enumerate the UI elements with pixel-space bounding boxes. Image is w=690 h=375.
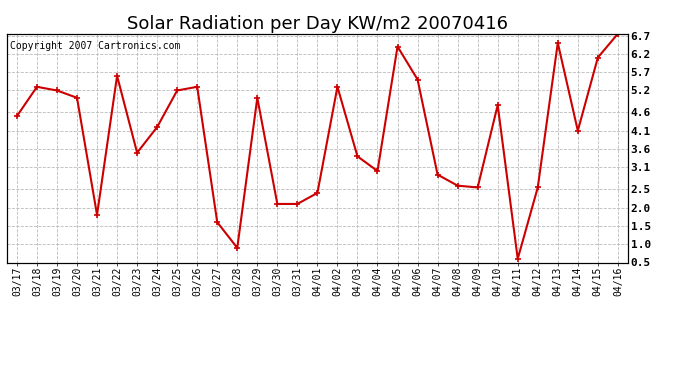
Text: Copyright 2007 Cartronics.com: Copyright 2007 Cartronics.com xyxy=(10,40,180,51)
Text: Solar Radiation per Day KW/m2 20070416: Solar Radiation per Day KW/m2 20070416 xyxy=(127,15,508,33)
